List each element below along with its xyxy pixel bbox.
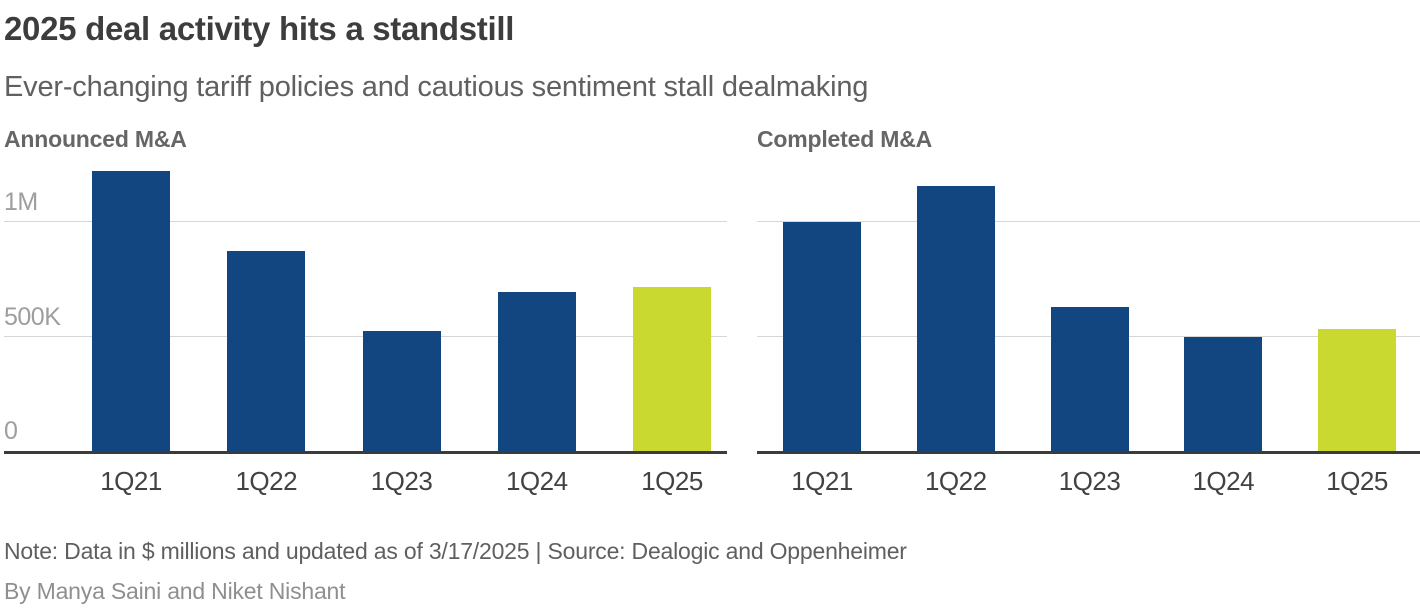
bar-completed-1q21[interactable] [783,222,861,451]
bar-group: 1Q25 [1318,161,1396,496]
gridline-1m [4,220,727,222]
x-axis-label-1q25: 1Q25 [1326,465,1388,496]
y-axis-label-1m: 1M [4,187,38,216]
bar-completed-1q24[interactable] [1184,336,1263,451]
bar-group: 1Q23 [1050,161,1129,496]
bar-announced-1q24[interactable] [497,291,576,451]
y-axis-label-0: 0 [4,416,18,445]
bar-group: 1Q23 [362,161,441,496]
bar-completed-1q25-highlight[interactable] [1318,328,1396,451]
chart-panel-announced: Announced M&A 1M 500K 0 1Q21 1Q22 [4,125,727,496]
bar-group: 1Q21 [92,161,170,496]
bar-completed-1q22[interactable] [916,185,995,451]
bar-group: 1Q24 [1184,161,1263,496]
bar-group: 1Q21 [783,161,861,496]
page-title: 2025 deal activity hits a standstill [4,10,515,47]
bar-announced-1q23[interactable] [362,330,441,451]
x-axis-label-1q25: 1Q25 [641,465,703,496]
x-axis-label-1q24: 1Q24 [1192,465,1255,496]
charts-row: Announced M&A 1M 500K 0 1Q21 1Q22 [4,125,1420,496]
bar-announced-1q21[interactable] [92,170,170,451]
x-axis-label-1q23: 1Q23 [370,465,433,496]
bar-group: 1Q25 [633,161,711,496]
page-subtitle: Ever-changing tariff policies and cautio… [4,70,869,103]
bar-completed-1q23[interactable] [1050,306,1129,451]
x-axis-label-1q22: 1Q22 [235,465,298,496]
bar-group: 1Q22 [227,161,306,496]
bar-announced-1q22[interactable] [227,250,306,451]
chart-title-completed: Completed M&A [757,125,933,152]
y-axis-label-500k: 500K [4,302,61,331]
bars-completed: 1Q21 1Q22 1Q23 1Q24 [757,161,1420,496]
chart-panel-completed: Completed M&A 1Q21 1Q22 1Q23 [757,125,1420,496]
bar-group: 1Q22 [916,161,995,496]
chart-title-announced: Announced M&A [4,125,187,152]
gridline-1m [757,220,1420,222]
x-axis-label-1q22: 1Q22 [924,465,987,496]
x-axis-label-1q21: 1Q21 [791,465,853,496]
x-axis-label-1q23: 1Q23 [1058,465,1121,496]
x-axis-label-1q24: 1Q24 [505,465,568,496]
source-note: Note: Data in $ millions and updated as … [4,537,907,564]
plot-area-completed: 1Q21 1Q22 1Q23 1Q24 [757,161,1420,496]
bars-announced: 1Q21 1Q22 1Q23 1Q24 [4,161,727,496]
bar-announced-1q25-highlight[interactable] [633,287,711,451]
x-axis-label-1q21: 1Q21 [100,465,162,496]
plot-area-announced: 1M 500K 0 1Q21 1Q22 1Q23 [4,161,727,496]
bar-group: 1Q24 [497,161,576,496]
byline: By Manya Saini and Niket Nishant [4,577,346,604]
